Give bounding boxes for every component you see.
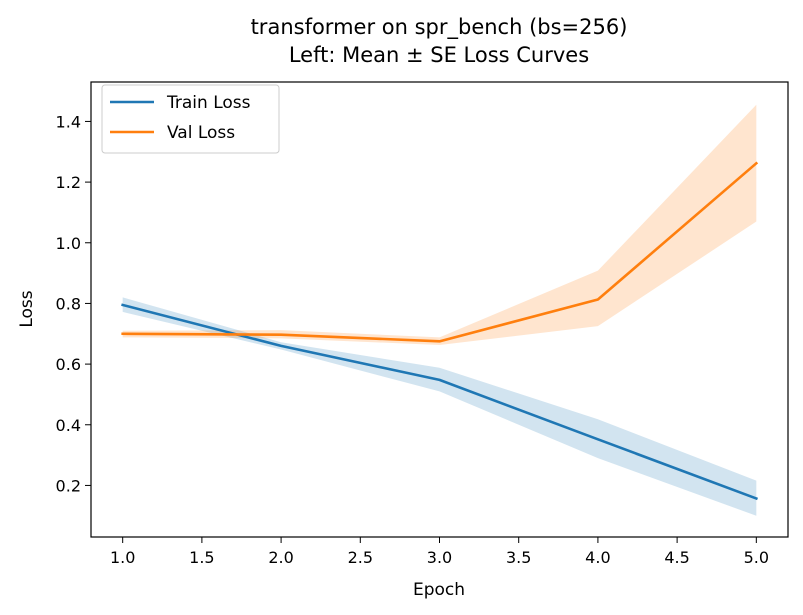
series-lines (121, 161, 759, 501)
x-axis-label: Epoch (413, 580, 465, 600)
band-train-loss (122, 297, 757, 516)
y-tick-label: 0.4 (56, 416, 81, 435)
legend: Train Loss Val Loss (101, 84, 280, 154)
chart-title: transformer on spr_bench (bs=256) (251, 15, 628, 40)
confidence-bands (122, 104, 757, 516)
y-axis-ticks: 0.2 0.4 0.6 0.8 1.0 1.2 1.4 (56, 112, 91, 495)
x-tick-label: 4.0 (585, 548, 610, 567)
x-tick-label: 1.5 (189, 548, 214, 567)
y-tick-label: 0.6 (56, 355, 81, 374)
y-tick-label: 0.2 (56, 476, 81, 495)
y-tick-label: 1.2 (56, 173, 81, 192)
x-tick-label: 1.0 (110, 548, 135, 567)
legend-label-val-loss: Val Loss (167, 123, 235, 143)
x-tick-label: 4.5 (664, 548, 689, 567)
x-tick-label: 2.5 (348, 548, 373, 567)
x-tick-label: 3.0 (427, 548, 452, 567)
y-axis-label: Loss (17, 290, 37, 327)
x-axis-ticks: 1.0 1.5 2.0 2.5 3.0 3.5 4.0 4.5 5.0 (110, 537, 769, 567)
y-tick-label: 1.4 (56, 112, 81, 131)
x-tick-label: 2.0 (268, 548, 293, 567)
x-tick-label: 3.5 (506, 548, 531, 567)
chart-subtitle: Left: Mean ± SE Loss Curves (289, 43, 589, 67)
band-val-loss (122, 104, 757, 345)
y-tick-label: 1.0 (56, 234, 81, 253)
x-tick-label: 5.0 (744, 548, 769, 567)
legend-label-train-loss: Train Loss (166, 93, 251, 113)
y-tick-label: 0.8 (56, 294, 81, 313)
